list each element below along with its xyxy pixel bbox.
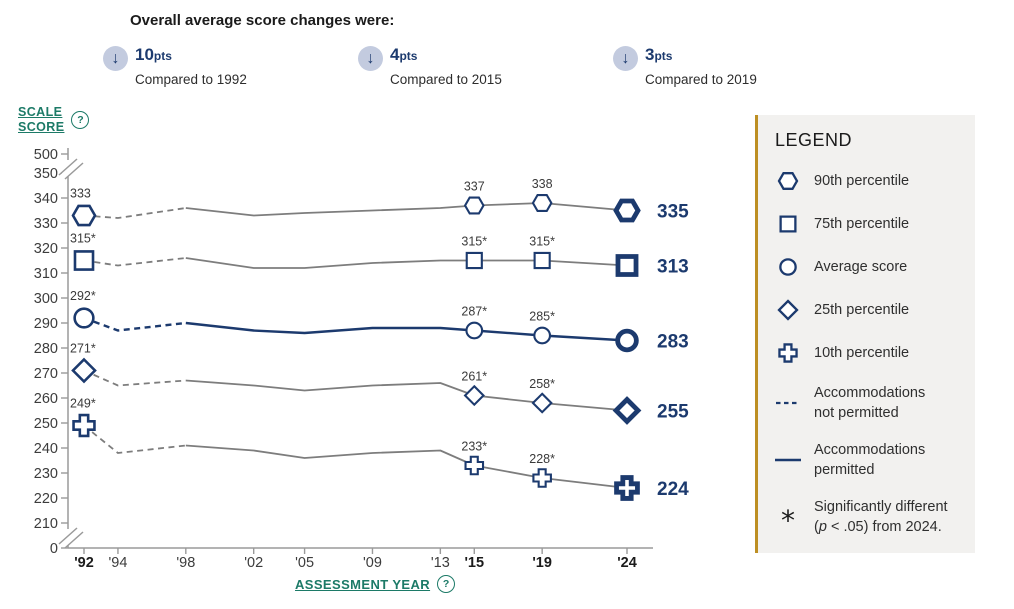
svg-text:315*: 315* — [529, 235, 555, 249]
svg-text:260: 260 — [34, 391, 58, 407]
legend-items: 90th percentile 75th percentile Average sc… — [775, 168, 963, 537]
legend-item: Accommodations not permitted — [775, 383, 963, 423]
legend-item: * Significantly different (p < .05) from 2… — [775, 497, 963, 537]
change-points: 3pts — [645, 45, 673, 64]
change-text: 10pts Compared to 1992 — [135, 45, 247, 87]
svg-text:320: 320 — [34, 241, 58, 257]
svg-text:'05: '05 — [295, 555, 314, 571]
svg-text:224: 224 — [657, 479, 689, 500]
svg-text:290: 290 — [34, 316, 58, 332]
svg-text:287*: 287* — [461, 305, 487, 319]
svg-text:228*: 228* — [529, 452, 555, 466]
legend-panel: LEGEND 90th percentile 75th percentile Ave… — [755, 115, 975, 553]
svg-text:230: 230 — [34, 466, 58, 482]
change-item-1992: ↓ 10pts Compared to 1992 — [103, 45, 247, 87]
svg-text:'98: '98 — [176, 555, 195, 571]
svg-text:'92: '92 — [74, 555, 94, 571]
svg-text:315*: 315* — [70, 232, 96, 246]
square-icon — [775, 211, 801, 237]
svg-text:280: 280 — [34, 341, 58, 357]
diamond-icon — [775, 297, 801, 323]
legend-item: 25th percentile — [775, 297, 963, 323]
svg-text:285*: 285* — [529, 310, 555, 324]
arrow-down-icon: ↓ — [103, 46, 128, 71]
summary-title: Overall average score changes were: — [130, 12, 395, 29]
help-icon[interactable]: ? — [437, 575, 456, 593]
legend-item: Accommodations permitted — [775, 440, 963, 480]
svg-text:261*: 261* — [461, 370, 487, 384]
svg-text:338: 338 — [532, 177, 553, 191]
scale-score-link[interactable]: SCALE SCORE ? — [18, 105, 90, 135]
legend-item: 75th percentile — [775, 211, 963, 237]
arrow-down-icon: ↓ — [613, 46, 638, 71]
svg-text:337: 337 — [464, 180, 485, 194]
legend-item-label: Accommodations not permitted — [814, 385, 926, 421]
change-text: 4pts Compared to 2015 — [390, 45, 502, 87]
legend-item-label: Average score — [814, 259, 908, 275]
svg-text:350: 350 — [34, 166, 58, 182]
svg-text:315*: 315* — [461, 235, 487, 249]
svg-text:'15: '15 — [464, 555, 484, 571]
legend-item-label: 10th percentile — [814, 345, 910, 361]
svg-text:333: 333 — [70, 187, 91, 201]
svg-text:258*: 258* — [529, 377, 555, 391]
svg-text:'19: '19 — [532, 555, 552, 571]
change-points: 4pts — [390, 45, 418, 64]
scale-score-label: SCALE SCORE — [18, 105, 65, 134]
svg-text:0: 0 — [50, 541, 58, 557]
legend-item-label: Accommodations permitted — [814, 442, 926, 478]
change-item-2019: ↓ 3pts Compared to 2019 — [613, 45, 757, 87]
svg-text:'02: '02 — [244, 555, 263, 571]
svg-text:270: 270 — [34, 366, 58, 382]
legend-item-label: 90th percentile — [814, 173, 910, 189]
svg-text:340: 340 — [34, 191, 58, 207]
dashed-line-icon — [775, 390, 801, 416]
legend-title: LEGEND — [775, 130, 853, 150]
svg-text:210: 210 — [34, 516, 58, 532]
solid-line-icon — [775, 447, 801, 473]
svg-text:220: 220 — [34, 491, 58, 507]
svg-text:271*: 271* — [70, 342, 96, 356]
legend-item-label: 25th percentile — [814, 302, 910, 318]
legend-item: Average score — [775, 254, 963, 280]
asterisk-icon: * — [781, 504, 795, 537]
change-caption: Compared to 2015 — [390, 72, 502, 87]
svg-text:250: 250 — [34, 416, 58, 432]
svg-text:'24: '24 — [617, 555, 637, 571]
svg-text:335: 335 — [657, 202, 689, 223]
legend-item-label: 75th percentile — [814, 216, 910, 232]
svg-text:'94: '94 — [108, 555, 127, 571]
change-points: 10pts — [135, 45, 172, 64]
svg-text:292*: 292* — [70, 289, 96, 303]
svg-text:313: 313 — [657, 257, 689, 278]
change-text: 3pts Compared to 2019 — [645, 45, 757, 87]
legend-item-label: Significantly different (p < .05) from 20… — [814, 499, 948, 535]
svg-text:249*: 249* — [70, 397, 96, 411]
assessment-year-link[interactable]: ASSESSMENT YEAR ? — [295, 575, 456, 593]
hexagon-icon — [775, 168, 801, 194]
svg-text:'09: '09 — [363, 555, 382, 571]
change-caption: Compared to 1992 — [135, 72, 247, 87]
legend-item: 90th percentile — [775, 168, 963, 194]
legend-item: 10th percentile — [775, 340, 963, 366]
svg-text:233*: 233* — [461, 440, 487, 454]
help-icon[interactable]: ? — [71, 111, 90, 129]
circle-icon — [775, 254, 801, 280]
svg-text:310: 310 — [34, 266, 58, 282]
svg-text:'13: '13 — [431, 555, 450, 571]
svg-text:240: 240 — [34, 441, 58, 457]
assessment-year-label: ASSESSMENT YEAR — [295, 576, 431, 592]
change-caption: Compared to 2019 — [645, 72, 757, 87]
cross-icon — [775, 340, 801, 366]
svg-text:255: 255 — [657, 402, 689, 423]
change-item-2015: ↓ 4pts Compared to 2015 — [358, 45, 502, 87]
svg-text:300: 300 — [34, 291, 58, 307]
arrow-down-icon: ↓ — [358, 46, 383, 71]
svg-text:283: 283 — [657, 332, 689, 353]
svg-text:500: 500 — [34, 147, 58, 163]
svg-text:330: 330 — [34, 216, 58, 232]
